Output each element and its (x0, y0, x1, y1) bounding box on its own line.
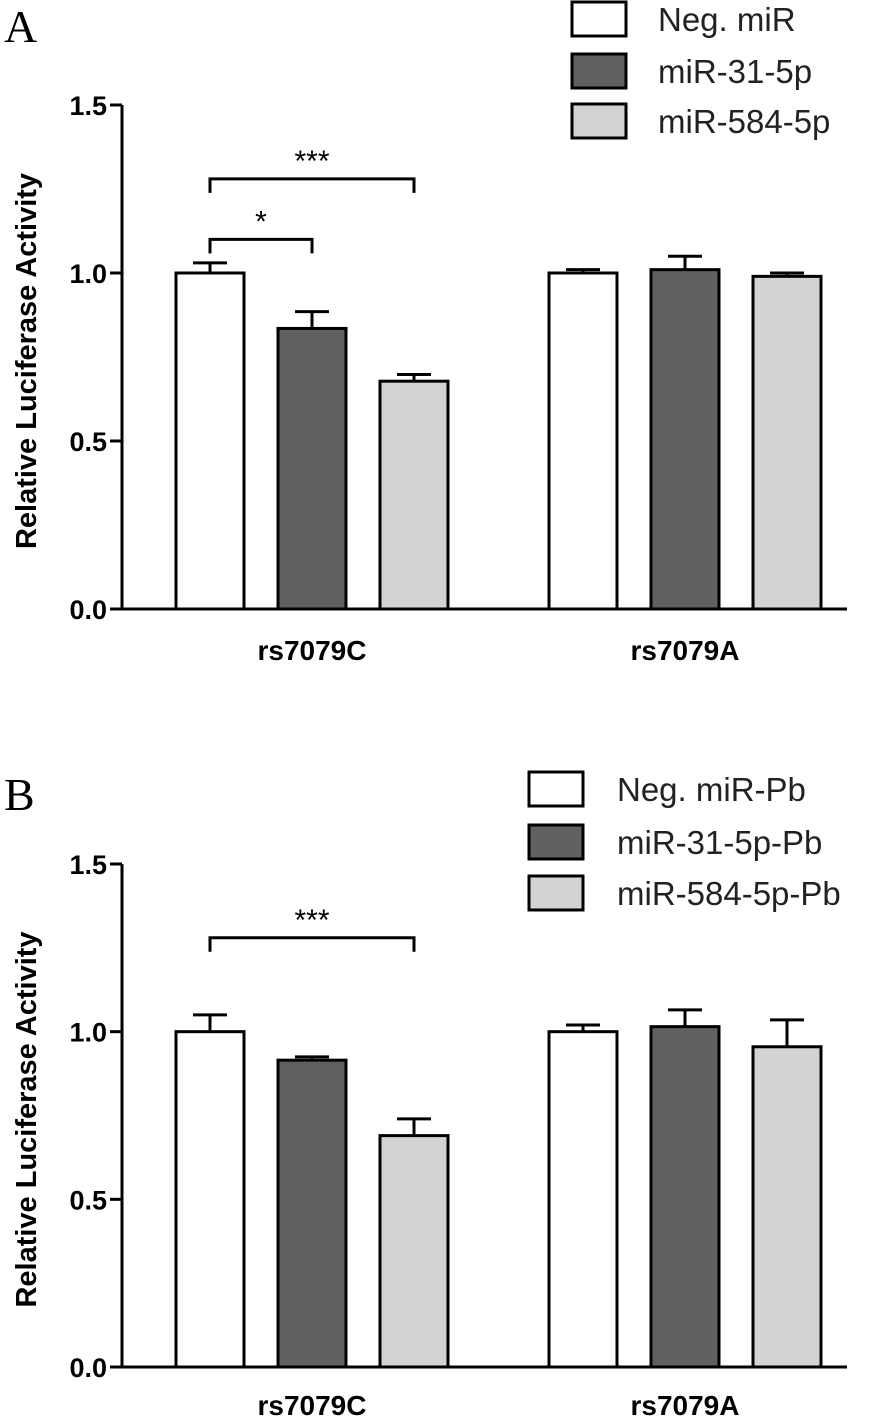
bar (276, 1058, 348, 1369)
category-label: rs7079C (258, 635, 367, 666)
bar (751, 1045, 823, 1369)
legend-label: miR-584-5p-Pb (617, 875, 841, 912)
legend-label: Neg. miR (658, 1, 796, 38)
legend-label: Neg. miR-Pb (617, 771, 806, 808)
category-label: rs7079C (258, 1390, 367, 1421)
bar (751, 274, 823, 611)
bar (649, 268, 721, 611)
bar (378, 1134, 450, 1369)
significance-label: * (255, 205, 267, 238)
y-tick-label: 0.5 (69, 427, 107, 457)
bar (276, 326, 348, 611)
category-label: rs7079A (631, 1390, 740, 1421)
bar (649, 1025, 721, 1369)
significance-label: *** (294, 145, 329, 178)
legend-swatch (570, 52, 628, 90)
legend-swatch (570, 0, 628, 38)
legend-label: miR-31-5p (658, 53, 812, 90)
bar (547, 1030, 619, 1369)
y-tick-label: 0.5 (69, 1185, 107, 1215)
category-label: rs7079A (631, 635, 740, 666)
y-axis-label: Relative Luciferase Activity (11, 173, 43, 549)
bar (378, 379, 450, 611)
legend-swatch (527, 823, 585, 861)
significance-bracket (208, 936, 416, 952)
chart-panel-b: B Relative Luciferase Activity 0.0 0.5 1.0 1.… (4, 769, 847, 1421)
bar (547, 271, 619, 611)
significance-bracket (208, 177, 416, 193)
significance-bracket (208, 237, 314, 254)
y-tick-label: 1.5 (69, 91, 107, 121)
chart-panel-a: A Relative Luciferase Activity 0.0 0.5 1.0 1.… (4, 0, 847, 666)
y-tick-label: 1.0 (69, 259, 107, 289)
legend-swatch (570, 102, 628, 140)
panel-letter: B (4, 769, 35, 820)
y-tick-label: 0.0 (69, 1353, 107, 1383)
y-tick-label: 1.5 (69, 850, 107, 880)
significance-label: *** (294, 904, 329, 937)
bar (174, 1030, 246, 1369)
legend-swatch (527, 874, 585, 912)
legend-swatch (527, 770, 585, 808)
y-tick-label: 0.0 (69, 595, 107, 625)
legend-label: miR-31-5p-Pb (617, 824, 822, 861)
bar (174, 271, 246, 611)
y-tick-label: 1.0 (69, 1018, 107, 1048)
panel-letter: A (4, 1, 37, 52)
legend-label: miR-584-5p (658, 103, 830, 140)
y-axis-label: Relative Luciferase Activity (11, 931, 43, 1307)
